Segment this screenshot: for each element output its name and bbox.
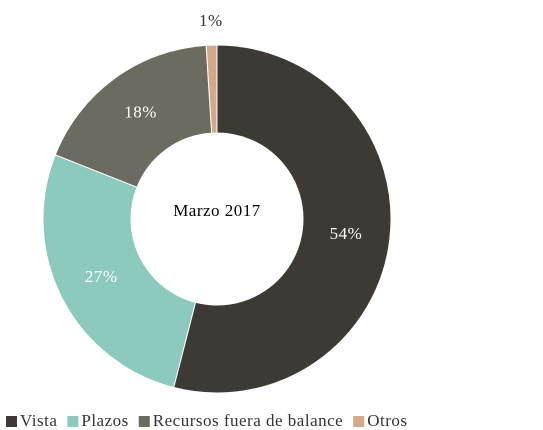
legend-label: Plazos: [81, 411, 128, 430]
slice-label: 27%: [85, 267, 118, 286]
donut-slice: [54, 44, 213, 188]
center-label: Marzo 2017: [173, 201, 261, 220]
legend-label: Otros: [367, 411, 407, 430]
legend-label: Vista: [20, 411, 57, 430]
slice-label: 18%: [124, 103, 157, 122]
legend-swatch: [67, 416, 79, 427]
donut-slice: [173, 44, 392, 394]
legend-swatch: [138, 416, 150, 427]
slice-label: 54%: [330, 224, 363, 243]
slice-label: 1%: [199, 11, 223, 30]
legend-swatch: [353, 416, 365, 427]
donut-slice: [42, 154, 197, 389]
legend-swatch: [6, 416, 17, 427]
legend-label: Recursos fuera de balance: [153, 411, 343, 430]
